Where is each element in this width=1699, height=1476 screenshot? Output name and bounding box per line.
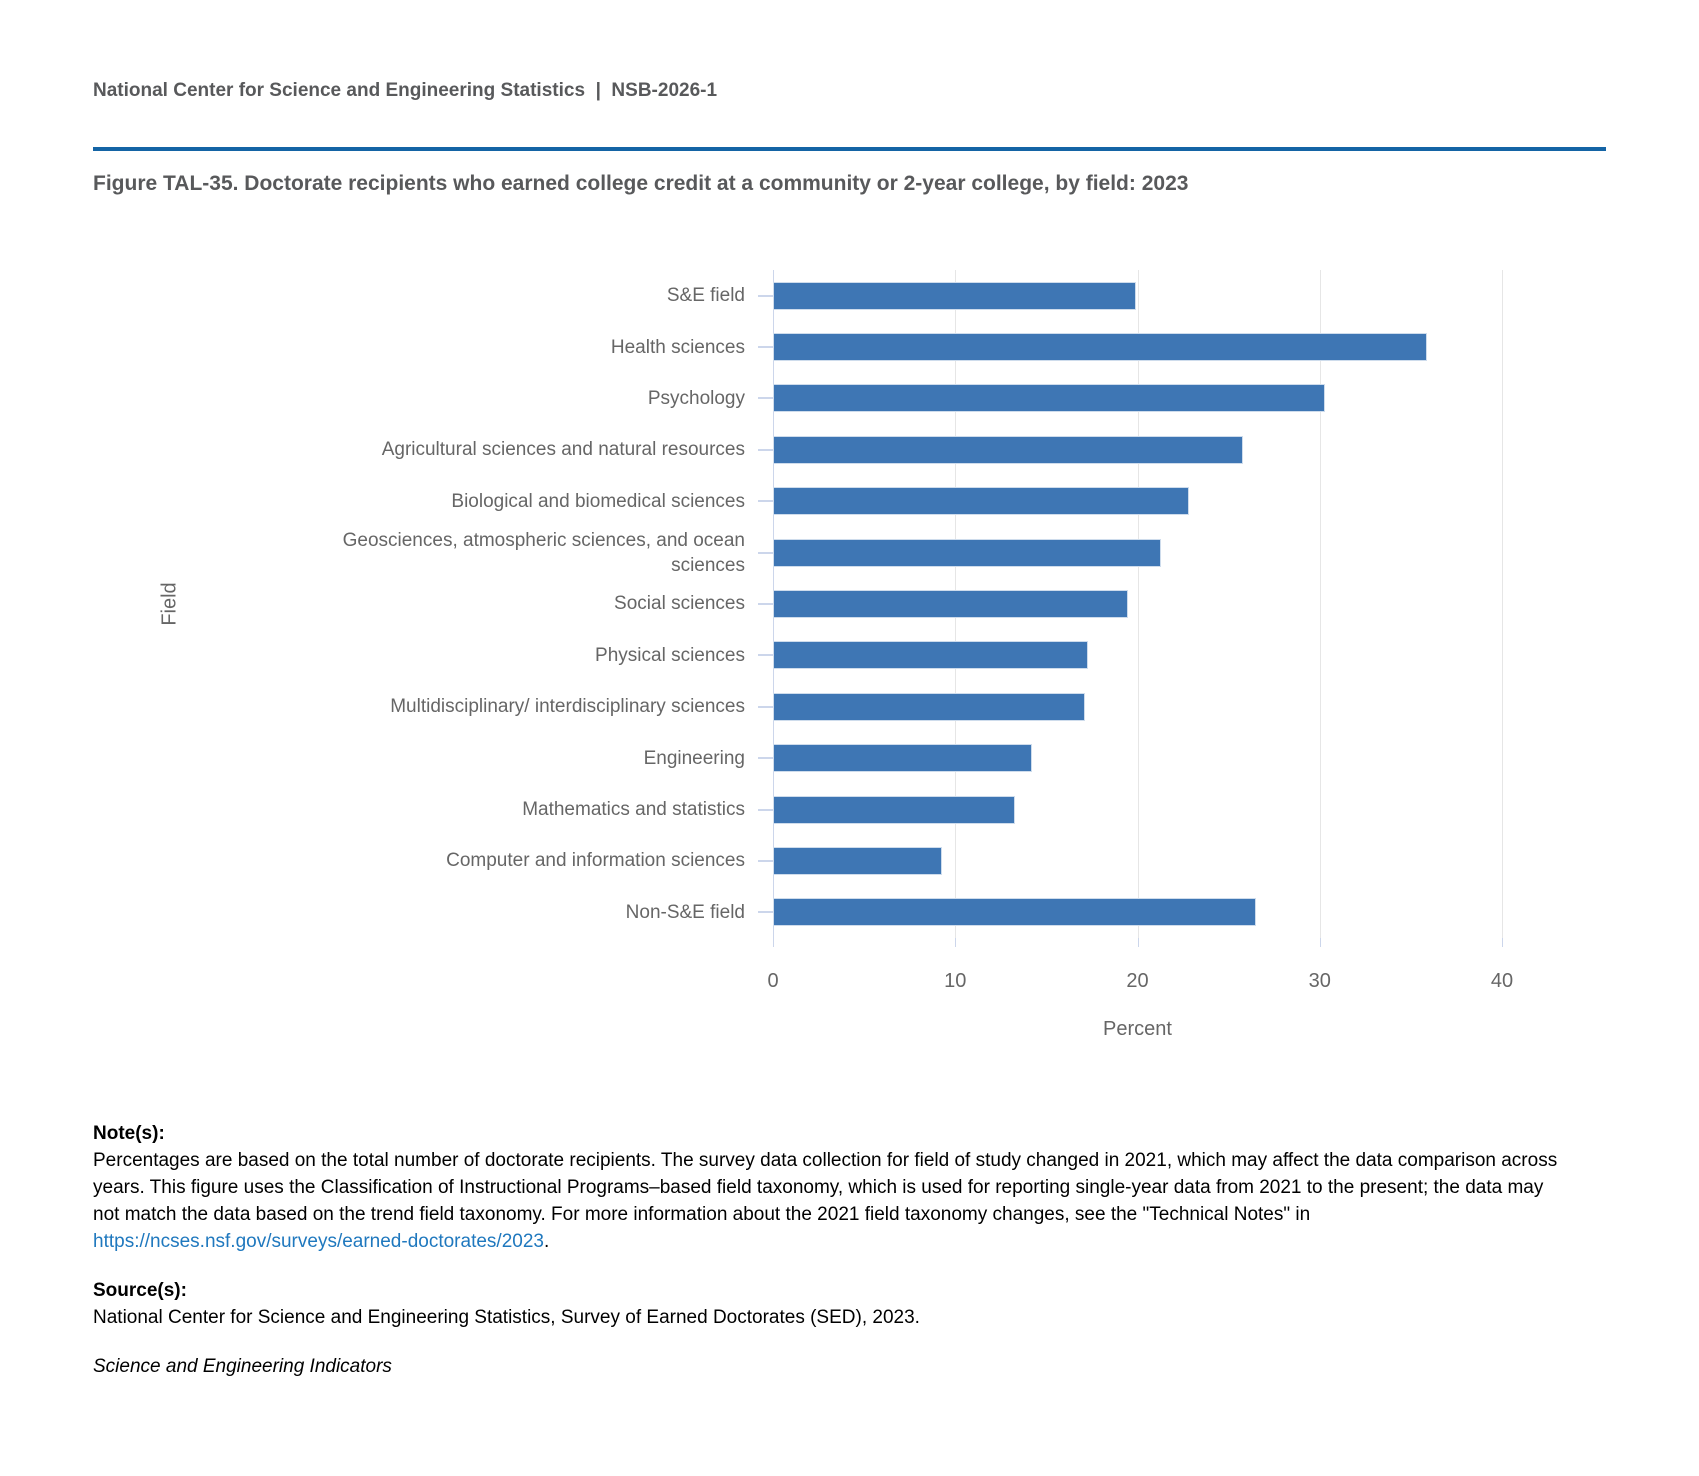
category-tick xyxy=(758,346,773,349)
chart-row: Social sciences xyxy=(93,578,1606,629)
gridline xyxy=(1137,270,1139,938)
category-label: Geosciences, atmospheric sciences, and o… xyxy=(342,529,745,576)
x-axis-tick-label: 40 xyxy=(1490,970,1514,992)
x-axis-tick-label: 0 xyxy=(767,970,779,992)
notes-section: Note(s): Percentages are based on the to… xyxy=(93,1120,1571,1380)
bar xyxy=(773,487,1189,516)
category-label: Physical sciences xyxy=(595,644,745,666)
category-tick xyxy=(758,757,773,760)
x-axis-tick xyxy=(1137,938,1139,947)
bar xyxy=(773,281,1136,310)
bar-chart: Field S&E field Health sciences Psychology… xyxy=(93,240,1606,1070)
chart-row: Psychology xyxy=(93,373,1606,424)
technical-notes-link[interactable]: https://ncses.nsf.gov/surveys/earned-doc… xyxy=(93,1231,544,1252)
category-label: Agricultural sciences and natural resour… xyxy=(381,439,745,461)
source-text: National Center for Science and Engineer… xyxy=(93,1307,920,1328)
chart-row: Engineering xyxy=(93,732,1606,783)
chart-row: S&E field xyxy=(93,270,1606,321)
x-axis-tick xyxy=(1502,938,1503,947)
category-tick xyxy=(758,448,773,451)
category-label: Mathematics and statistics xyxy=(522,798,745,820)
category-tick xyxy=(758,397,773,400)
bar xyxy=(773,435,1244,464)
bar xyxy=(773,589,1129,618)
x-axis-ticks xyxy=(773,938,1503,947)
bar xyxy=(773,898,1256,927)
bar xyxy=(773,538,1162,567)
chart-row: Physical sciences xyxy=(93,630,1606,681)
chart-row: Agricultural sciences and natural resour… xyxy=(93,424,1606,475)
category-label: Engineering xyxy=(643,747,745,769)
notes-text: Percentages are based on the total numbe… xyxy=(93,1147,1571,1255)
category-label: Social sciences xyxy=(614,593,745,615)
chart-row: Computer and information sciences xyxy=(93,835,1606,886)
divider-rule xyxy=(93,147,1606,151)
bar xyxy=(773,384,1326,413)
bar xyxy=(773,795,1016,824)
x-axis-tick xyxy=(955,938,957,947)
category-label: Psychology xyxy=(647,387,745,409)
category-tick xyxy=(758,294,773,297)
x-axis-tick-label: 20 xyxy=(1126,970,1149,992)
figure-title: Figure TAL-35. Doctorate recipients who … xyxy=(93,172,1189,195)
category-label: S&E field xyxy=(666,285,745,307)
chart-row: Multidisciplinary/ interdisciplinary sci… xyxy=(93,681,1606,732)
gridline xyxy=(1502,270,1503,938)
category-label: Non-S&E field xyxy=(625,901,745,923)
source-section: Source(s): National Center for Science a… xyxy=(93,1277,1571,1331)
category-label: Health sciences xyxy=(610,336,745,358)
chart-row: Non-S&E field xyxy=(93,887,1606,938)
category-label: Multidisciplinary/ interdisciplinary sci… xyxy=(390,696,745,718)
chart-row: Mathematics and statistics xyxy=(93,784,1606,835)
x-axis-tick xyxy=(773,938,774,947)
bar xyxy=(773,846,943,875)
category-tick xyxy=(758,551,773,554)
bar xyxy=(773,744,1032,773)
footer-italic: Science and Engineering Indicators xyxy=(93,1356,392,1377)
notes-text-after-link: . xyxy=(543,1231,550,1252)
bar xyxy=(773,692,1085,721)
x-axis-tick-label: 30 xyxy=(1308,970,1331,992)
notes-label: Note(s): xyxy=(93,1123,165,1144)
chart-row: Health sciences xyxy=(93,321,1606,372)
category-label: Computer and information sciences xyxy=(446,850,745,872)
x-axis-tick-label: 10 xyxy=(944,970,967,992)
category-tick xyxy=(758,859,773,862)
report-header: National Center for Science and Engineer… xyxy=(93,80,718,101)
x-axis-title: Percent xyxy=(1103,1018,1172,1040)
source-label: Source(s): xyxy=(93,1280,187,1301)
category-tick xyxy=(758,808,773,811)
chart-row: Geosciences, atmospheric sciences, and o… xyxy=(93,527,1606,578)
category-tick xyxy=(758,500,773,503)
category-tick xyxy=(758,705,773,708)
notes-text-before-link: Percentages are based on the total numbe… xyxy=(93,1150,1558,1225)
gridline xyxy=(1319,270,1321,938)
category-tick xyxy=(758,911,773,914)
chart-row: Biological and biomedical sciences xyxy=(93,476,1606,527)
category-tick xyxy=(758,602,773,605)
x-axis-tick-labels: 0 10 20 30 40 xyxy=(767,970,1513,996)
x-axis-tick xyxy=(1319,938,1321,947)
category-tick xyxy=(758,654,773,657)
category-label: Biological and biomedical sciences xyxy=(451,490,745,512)
bar xyxy=(773,333,1428,362)
bar xyxy=(773,641,1089,670)
